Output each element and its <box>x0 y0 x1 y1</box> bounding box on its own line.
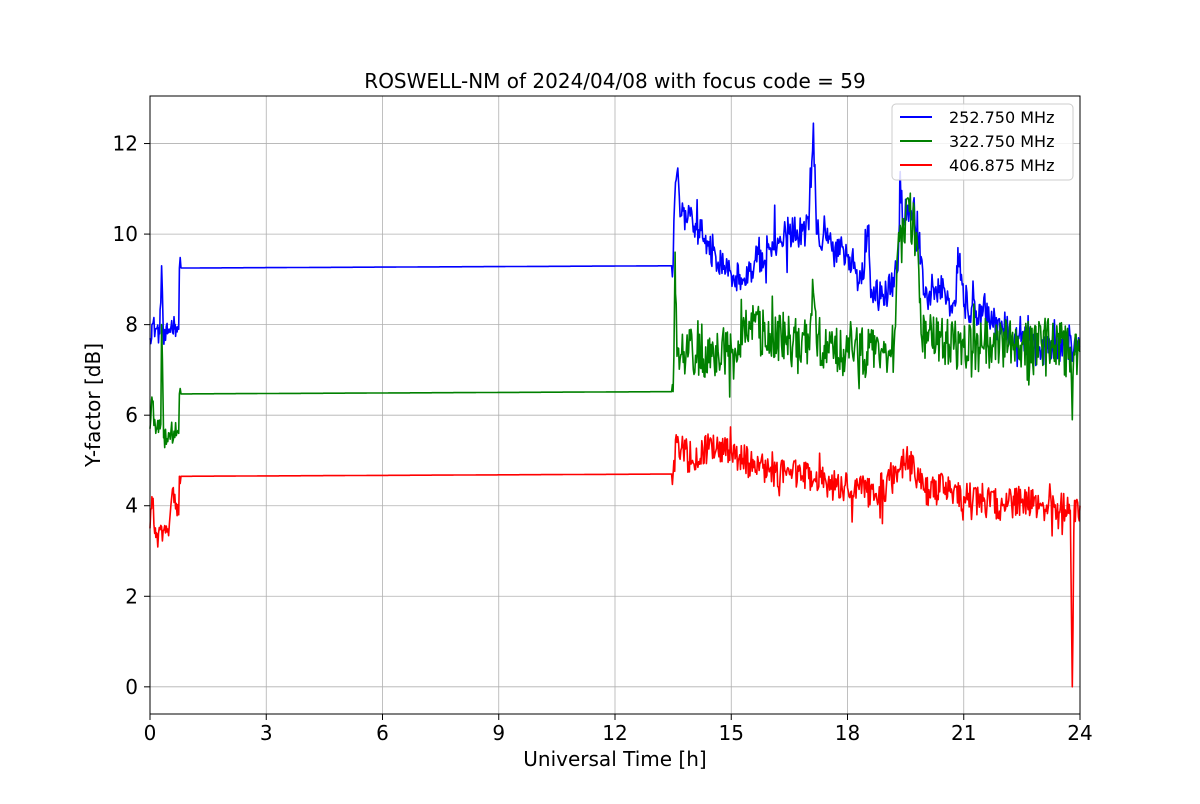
y-tick-label: 10 <box>113 222 138 246</box>
x-tick-label: 0 <box>144 721 157 745</box>
y-tick-label: 0 <box>125 675 138 699</box>
y-tick-label: 6 <box>125 403 138 427</box>
x-tick-label: 6 <box>376 721 389 745</box>
x-tick-label: 12 <box>602 721 627 745</box>
legend: 252.750 MHz 322.750 MHz 406.875 MHz <box>891 103 1074 181</box>
x-tick-label: 15 <box>719 721 744 745</box>
x-tick-label: 3 <box>260 721 273 745</box>
legend-label: 322.750 MHz <box>949 132 1054 151</box>
y-tick-label: 2 <box>125 584 138 608</box>
legend-label: 406.875 MHz <box>949 156 1054 175</box>
x-tick-label: 9 <box>492 721 505 745</box>
series-layer <box>149 122 1081 688</box>
y-axis-label: Y-factor [dB] <box>81 343 105 468</box>
legend-box <box>891 103 1074 181</box>
x-tick-label: 21 <box>951 721 976 745</box>
series-line-322-750-mhz <box>149 192 1081 449</box>
x-tick-label: 18 <box>835 721 860 745</box>
series-line-406-875-mhz <box>149 426 1081 688</box>
series-line-252-750-mhz <box>149 122 1081 368</box>
chart-title: ROSWELL-NM of 2024/04/08 with focus code… <box>364 69 865 93</box>
legend-label: 252.750 MHz <box>949 108 1054 127</box>
y-tick-label: 12 <box>113 132 138 156</box>
x-axis-label: Universal Time [h] <box>523 747 706 771</box>
chart-grid <box>149 96 1081 714</box>
y-tick-label: 4 <box>125 494 138 518</box>
x-tick-label: 24 <box>1067 721 1092 745</box>
y-tick-label: 8 <box>125 313 138 337</box>
